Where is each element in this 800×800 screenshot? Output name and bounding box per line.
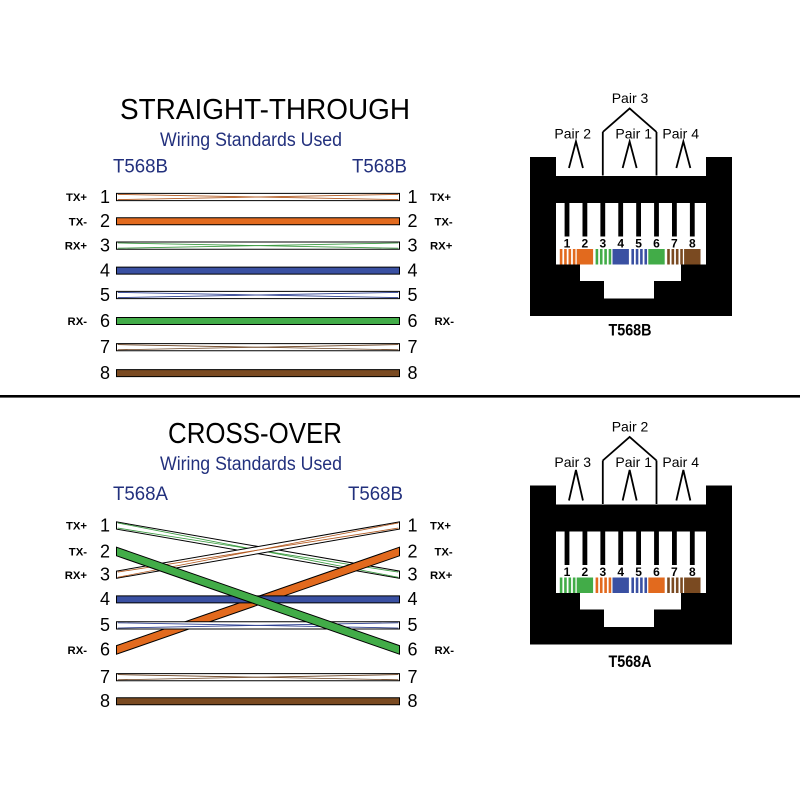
svg-text:RX+: RX+ bbox=[65, 241, 88, 253]
svg-text:6: 6 bbox=[100, 640, 110, 660]
svg-text:8: 8 bbox=[408, 691, 418, 711]
svg-text:1: 1 bbox=[564, 236, 571, 250]
svg-text:3: 3 bbox=[100, 565, 110, 585]
svg-text:TX-: TX- bbox=[435, 547, 453, 559]
svg-text:TX+: TX+ bbox=[66, 521, 87, 533]
svg-text:1: 1 bbox=[408, 187, 418, 207]
svg-text:8: 8 bbox=[100, 691, 110, 711]
svg-text:7: 7 bbox=[100, 337, 110, 357]
svg-text:T568B: T568B bbox=[609, 322, 652, 340]
svg-text:7: 7 bbox=[671, 236, 678, 250]
svg-text:1: 1 bbox=[100, 515, 110, 535]
svg-text:6: 6 bbox=[653, 565, 660, 579]
svg-text:5: 5 bbox=[635, 565, 642, 579]
svg-text:4: 4 bbox=[617, 565, 624, 579]
svg-text:7: 7 bbox=[100, 667, 110, 687]
svg-text:6: 6 bbox=[408, 640, 418, 660]
svg-text:1: 1 bbox=[408, 515, 418, 535]
svg-text:Pair 1: Pair 1 bbox=[615, 126, 652, 142]
svg-text:Wiring Standards Used: Wiring Standards Used bbox=[160, 130, 342, 151]
svg-text:TX-: TX- bbox=[69, 547, 87, 559]
svg-text:T568A: T568A bbox=[113, 483, 168, 505]
svg-text:2: 2 bbox=[100, 541, 110, 561]
svg-text:RX-: RX- bbox=[435, 316, 455, 328]
svg-text:5: 5 bbox=[408, 615, 418, 635]
svg-text:4: 4 bbox=[408, 260, 418, 280]
svg-text:4: 4 bbox=[100, 260, 110, 280]
svg-text:TX-: TX- bbox=[69, 216, 87, 228]
svg-text:8: 8 bbox=[100, 363, 110, 383]
svg-text:5: 5 bbox=[635, 236, 642, 250]
svg-text:8: 8 bbox=[408, 363, 418, 383]
svg-text:5: 5 bbox=[100, 285, 110, 305]
svg-text:8: 8 bbox=[689, 565, 696, 579]
svg-text:CROSS-OVER: CROSS-OVER bbox=[168, 418, 342, 450]
svg-text:Pair 1: Pair 1 bbox=[615, 454, 652, 470]
svg-text:T568B: T568B bbox=[352, 156, 407, 178]
svg-text:6: 6 bbox=[408, 311, 418, 331]
svg-text:8: 8 bbox=[689, 236, 696, 250]
svg-text:TX+: TX+ bbox=[430, 192, 451, 204]
svg-text:4: 4 bbox=[100, 589, 110, 609]
svg-text:2: 2 bbox=[582, 565, 589, 579]
svg-text:Pair 2: Pair 2 bbox=[554, 126, 591, 142]
svg-text:6: 6 bbox=[100, 311, 110, 331]
svg-text:T568B: T568B bbox=[348, 483, 403, 505]
svg-text:2: 2 bbox=[582, 236, 589, 250]
svg-text:T568A: T568A bbox=[609, 653, 652, 671]
svg-text:3: 3 bbox=[408, 565, 418, 585]
svg-text:RX+: RX+ bbox=[430, 241, 453, 253]
svg-text:RX+: RX+ bbox=[65, 570, 88, 582]
svg-text:RX-: RX- bbox=[435, 645, 455, 657]
svg-text:6: 6 bbox=[653, 236, 660, 250]
svg-text:1: 1 bbox=[100, 187, 110, 207]
svg-text:3: 3 bbox=[599, 236, 606, 250]
svg-text:T568B: T568B bbox=[113, 156, 168, 178]
svg-text:Pair 4: Pair 4 bbox=[662, 126, 699, 142]
svg-text:RX+: RX+ bbox=[430, 570, 453, 582]
svg-text:4: 4 bbox=[408, 589, 418, 609]
svg-text:7: 7 bbox=[408, 667, 418, 687]
svg-text:TX+: TX+ bbox=[430, 521, 451, 533]
svg-text:TX+: TX+ bbox=[66, 192, 87, 204]
svg-text:STRAIGHT-THROUGH: STRAIGHT-THROUGH bbox=[120, 94, 410, 126]
svg-text:Pair 4: Pair 4 bbox=[662, 454, 699, 470]
svg-text:3: 3 bbox=[408, 235, 418, 255]
svg-text:RX-: RX- bbox=[68, 316, 88, 328]
svg-text:3: 3 bbox=[599, 565, 606, 579]
svg-text:7: 7 bbox=[671, 565, 678, 579]
svg-text:2: 2 bbox=[408, 541, 418, 561]
svg-text:Pair 3: Pair 3 bbox=[554, 454, 591, 470]
svg-text:7: 7 bbox=[408, 337, 418, 357]
svg-text:4: 4 bbox=[617, 236, 624, 250]
svg-text:TX-: TX- bbox=[435, 216, 453, 228]
svg-text:3: 3 bbox=[100, 235, 110, 255]
svg-text:Wiring Standards Used: Wiring Standards Used bbox=[160, 454, 342, 475]
svg-text:2: 2 bbox=[100, 211, 110, 231]
svg-text:RX-: RX- bbox=[68, 645, 88, 657]
svg-text:Pair 3: Pair 3 bbox=[612, 90, 649, 106]
svg-text:1: 1 bbox=[564, 565, 571, 579]
svg-text:5: 5 bbox=[100, 615, 110, 635]
svg-text:Pair 2: Pair 2 bbox=[612, 419, 649, 435]
svg-text:2: 2 bbox=[408, 211, 418, 231]
svg-text:5: 5 bbox=[408, 285, 418, 305]
